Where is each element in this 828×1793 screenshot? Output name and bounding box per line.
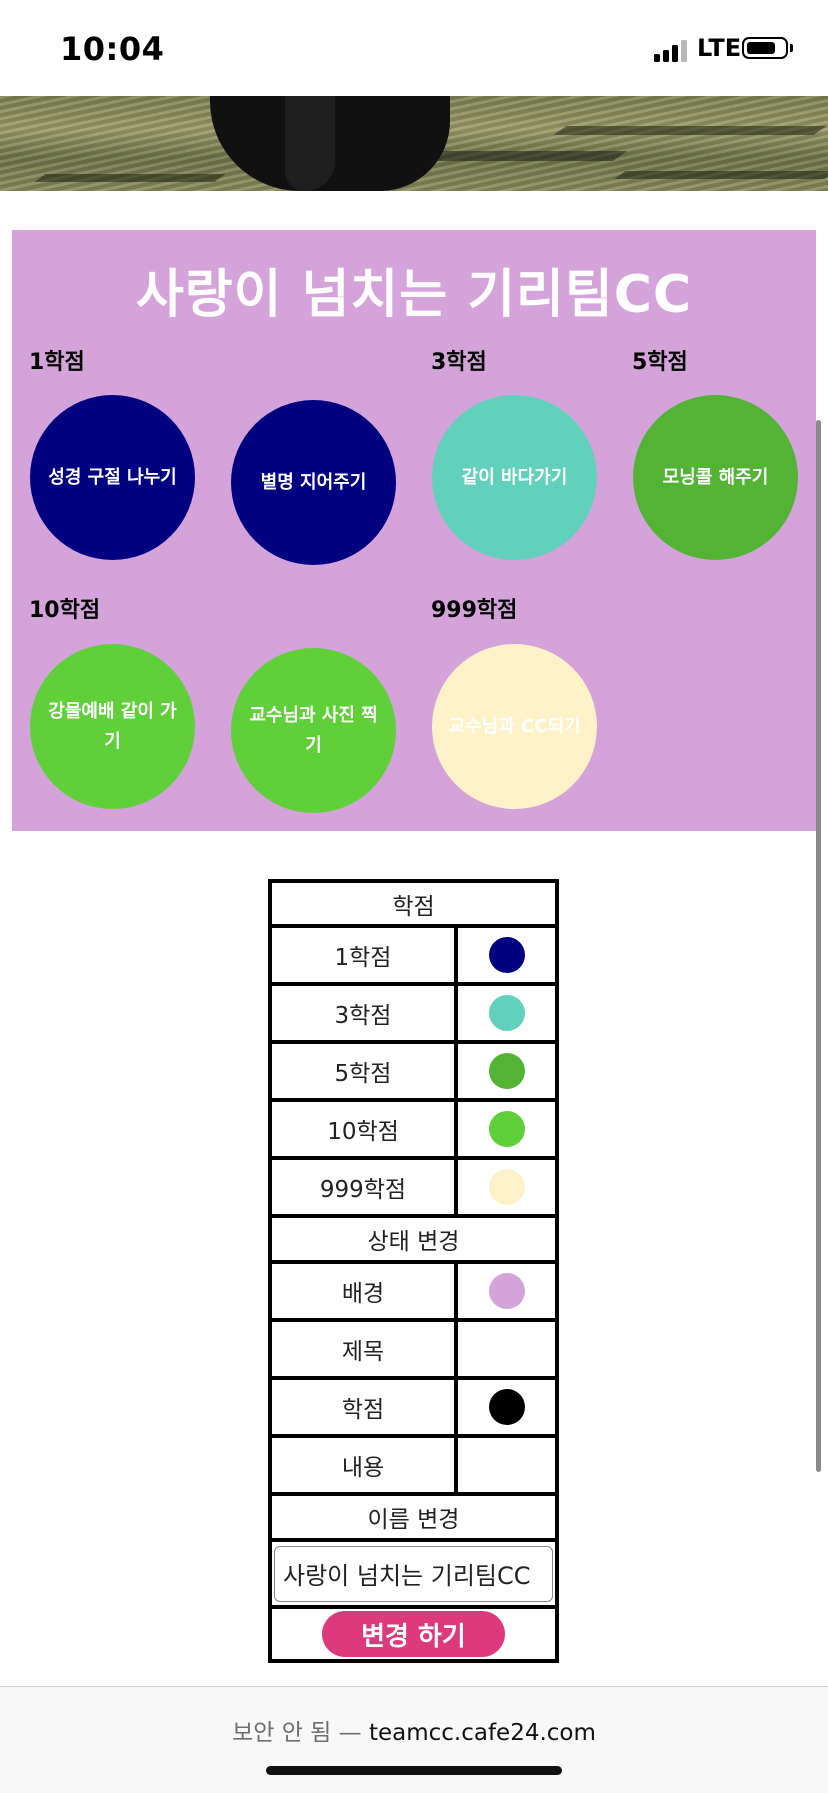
credit-color-cell[interactable] <box>454 982 559 1044</box>
board-title: 사랑이 넘치는 기리팀CC <box>135 265 693 325</box>
mission-circle[interactable]: 강물예배 같이 가기 <box>30 644 195 809</box>
credit-row-label: 3학점 <box>268 982 458 1044</box>
mission-text: 별명 지어주기 <box>260 471 367 493</box>
mission-text: 강물예배 같이 가기 <box>48 700 177 752</box>
settings-table: 학점 1학점 3학점 5학점 10학점 999학점 상태 변경 배경 제목 학점… <box>268 879 559 1663</box>
mission-circle[interactable]: 별명 지어주기 <box>231 400 396 565</box>
state-row-label: 제목 <box>268 1318 458 1380</box>
state-color-cell[interactable] <box>454 1260 559 1322</box>
credit-color-cell[interactable] <box>454 1040 559 1102</box>
table-header: 학점 <box>268 879 559 928</box>
color-swatch[interactable] <box>488 1331 525 1367</box>
color-swatch[interactable] <box>488 1053 525 1089</box>
credit-board: 사랑이 넘치는 기리팀CC 1학점 3학점 5학점 10학점 999학점 성경 … <box>12 230 816 831</box>
home-indicator[interactable] <box>266 1766 562 1775</box>
credit-row-label: 1학점 <box>268 924 458 986</box>
state-color-cell[interactable] <box>454 1434 559 1496</box>
network-label: LTE <box>697 34 742 62</box>
apply-changes-button[interactable]: 변경 하기 <box>322 1611 505 1657</box>
state-row-label: 내용 <box>268 1434 458 1496</box>
mission-text: 성경 구절 나누기 <box>48 466 177 488</box>
mission-text: 모닝콜 해주기 <box>662 466 769 488</box>
mission-text: 교수님과 사진 찍기 <box>249 704 378 756</box>
color-swatch[interactable] <box>488 937 525 973</box>
signal-icon <box>654 38 690 62</box>
state-color-cell[interactable] <box>454 1318 559 1380</box>
color-swatch[interactable] <box>488 1111 525 1147</box>
credit-label-1: 1학점 <box>29 350 85 375</box>
name-input-cell <box>268 1538 559 1609</box>
team-name-input[interactable] <box>274 1545 553 1602</box>
state-header: 상태 변경 <box>268 1214 559 1264</box>
credit-row-label: 999학점 <box>268 1156 458 1218</box>
credit-label-999: 999학점 <box>431 598 518 623</box>
status-time: 10:04 <box>60 30 165 68</box>
credit-label-3: 3학점 <box>431 350 487 375</box>
status-bar: 10:04 LTE <box>0 0 828 96</box>
credit-label-5: 5학점 <box>632 350 688 375</box>
mission-text: 교수님과 CC되기 <box>448 715 581 737</box>
mission-circle[interactable]: 교수님과 CC되기 <box>432 644 597 809</box>
credit-row-label: 5학점 <box>268 1040 458 1102</box>
address-text[interactable]: 보안 안 됨 — teamcc.cafe24.com <box>0 1713 828 1747</box>
state-row-label: 학점 <box>268 1376 458 1438</box>
name-header: 이름 변경 <box>268 1492 559 1542</box>
domain-label: teamcc.cafe24.com <box>368 1720 596 1746</box>
mission-circle[interactable]: 모닝콜 해주기 <box>633 395 798 560</box>
state-row-label: 배경 <box>268 1260 458 1322</box>
credit-color-cell[interactable] <box>454 924 559 986</box>
page-scrollbar[interactable] <box>816 420 821 1472</box>
battery-icon <box>742 37 788 59</box>
mission-circle[interactable]: 성경 구절 나누기 <box>30 395 195 560</box>
not-secure-label: 보안 안 됨 — <box>232 1720 362 1746</box>
submit-cell: 변경 하기 <box>268 1605 559 1663</box>
header-photo <box>0 96 828 191</box>
color-swatch[interactable] <box>488 1169 525 1205</box>
credit-color-cell[interactable] <box>454 1098 559 1160</box>
mission-circle[interactable]: 같이 바다가기 <box>432 395 597 560</box>
credit-label-10: 10학점 <box>29 598 101 623</box>
credit-row-label: 10학점 <box>268 1098 458 1160</box>
mission-circle[interactable]: 교수님과 사진 찍기 <box>231 648 396 813</box>
color-swatch[interactable] <box>488 995 525 1031</box>
mission-text: 같이 바다가기 <box>461 466 568 488</box>
state-color-cell[interactable] <box>454 1376 559 1438</box>
address-bar[interactable]: 보안 안 됨 — teamcc.cafe24.com <box>0 1686 828 1793</box>
color-swatch[interactable] <box>488 1389 525 1425</box>
credit-color-cell[interactable] <box>454 1156 559 1218</box>
color-swatch[interactable] <box>488 1273 525 1309</box>
color-swatch[interactable] <box>488 1447 525 1483</box>
